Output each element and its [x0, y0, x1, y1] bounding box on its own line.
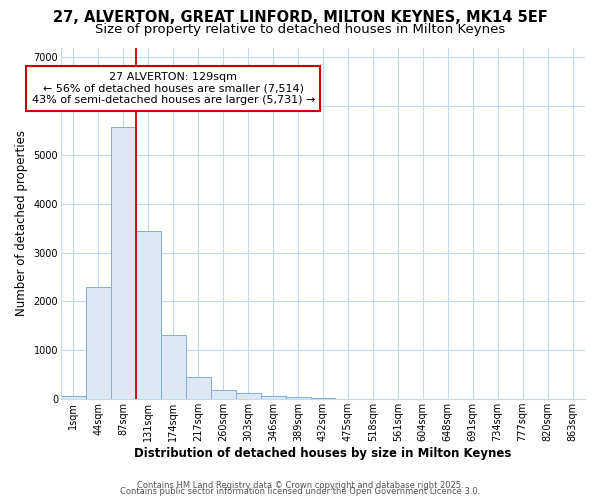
Bar: [161, 335, 186, 399]
Bar: [260, 396, 286, 399]
Bar: [86, 287, 111, 399]
Text: 27 ALVERTON: 129sqm
← 56% of detached houses are smaller (7,514)
43% of semi-det: 27 ALVERTON: 129sqm ← 56% of detached ho…: [32, 72, 315, 105]
Bar: [186, 376, 211, 399]
Text: 27, ALVERTON, GREAT LINFORD, MILTON KEYNES, MK14 5EF: 27, ALVERTON, GREAT LINFORD, MILTON KEYN…: [53, 10, 547, 25]
Text: Contains HM Land Registry data © Crown copyright and database right 2025.: Contains HM Land Registry data © Crown c…: [137, 481, 463, 490]
Bar: [111, 126, 136, 399]
Bar: [236, 393, 260, 399]
Bar: [211, 390, 236, 399]
Bar: [61, 396, 86, 399]
Bar: [286, 398, 311, 399]
Bar: [311, 398, 335, 399]
Bar: [136, 230, 161, 399]
Text: Size of property relative to detached houses in Milton Keynes: Size of property relative to detached ho…: [95, 22, 505, 36]
Y-axis label: Number of detached properties: Number of detached properties: [15, 130, 28, 316]
X-axis label: Distribution of detached houses by size in Milton Keynes: Distribution of detached houses by size …: [134, 447, 512, 460]
Text: Contains public sector information licensed under the Open Government Licence 3.: Contains public sector information licen…: [120, 488, 480, 496]
